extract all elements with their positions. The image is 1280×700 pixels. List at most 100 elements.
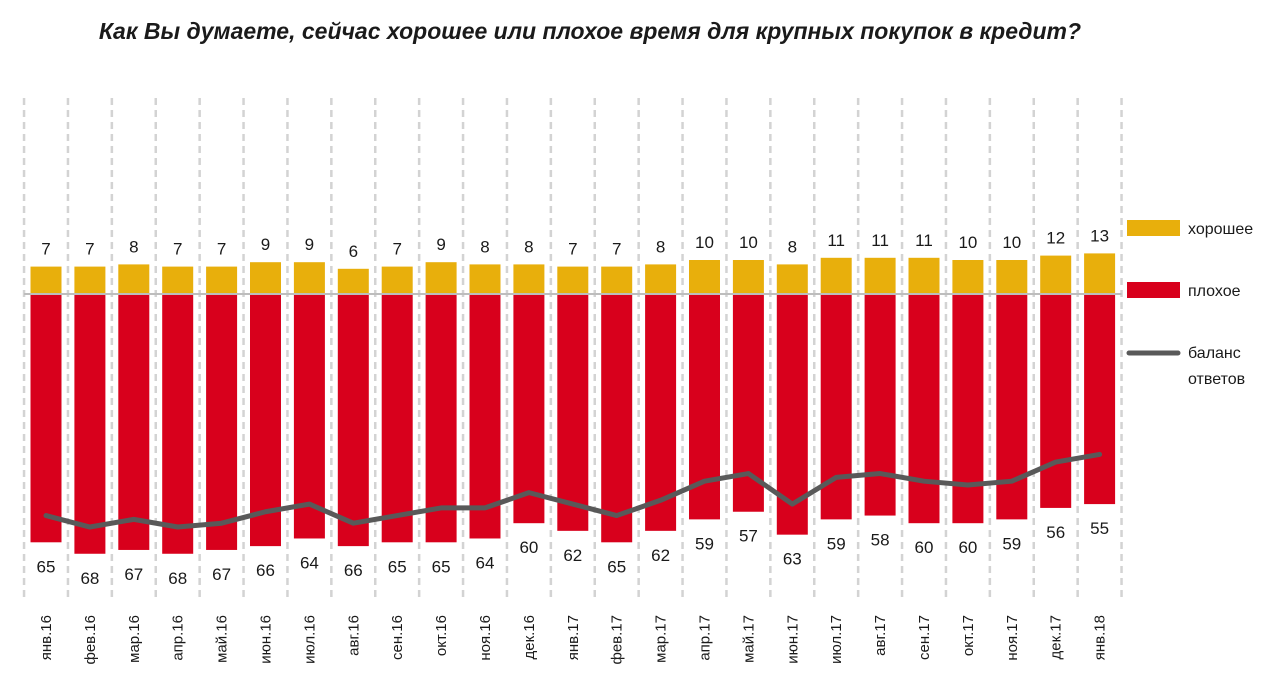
label-bad-май-16: 67 xyxy=(212,565,231,584)
bar-good-фев-17 xyxy=(601,266,633,294)
legend: хорошее плохое баланс ответов xyxy=(1126,220,1253,388)
bar-good-авг-16 xyxy=(337,268,369,294)
label-bad-окт-16: 65 xyxy=(432,557,451,576)
label-bad-янв-17: 62 xyxy=(563,546,582,565)
label-good-янв-17: 7 xyxy=(568,240,577,259)
bar-good-окт-17 xyxy=(952,260,984,294)
label-good-сен-16: 7 xyxy=(392,240,401,259)
bar-good-июл-17 xyxy=(820,257,852,294)
bar-good-июл-16 xyxy=(293,262,325,294)
label-bad-дек-16: 60 xyxy=(519,538,538,557)
label-bad-авг-17: 58 xyxy=(871,531,890,550)
bar-bad-авг-17 xyxy=(864,294,896,516)
bar-good-май-17 xyxy=(732,260,764,294)
chart-title: Как Вы думаете, сейчас хорошее или плохо… xyxy=(98,18,1082,44)
tick-ноя-17: ноя.17 xyxy=(1004,615,1021,661)
tick-фев-17: фев.17 xyxy=(609,615,626,665)
bar-bad-июл-16 xyxy=(293,294,325,539)
label-good-сен-17: 11 xyxy=(915,231,933,250)
label-bad-ноя-16: 64 xyxy=(476,553,495,572)
bar-bad-дек-16 xyxy=(513,294,545,524)
tick-сен-16: сен.16 xyxy=(389,615,406,660)
label-bad-фев-17: 65 xyxy=(607,557,626,576)
label-good-авг-17: 11 xyxy=(871,231,889,250)
bar-good-июн-16 xyxy=(250,262,281,294)
bar-bad-июн-16 xyxy=(250,294,281,547)
bars xyxy=(30,253,1116,554)
bar-good-фев-16 xyxy=(74,266,106,294)
bar-bad-май-16 xyxy=(206,294,238,550)
tick-фев-16: фев.16 xyxy=(82,615,99,665)
x-axis-ticks: янв.16 фев.16 мар.16 апр.16 май.16 июн.16 июл.… xyxy=(38,615,1109,665)
bar-good-дек-16 xyxy=(513,264,545,294)
label-good-окт-16: 9 xyxy=(436,235,445,254)
label-good-янв-16: 7 xyxy=(41,240,50,259)
tick-авг-17: авг.17 xyxy=(872,615,889,656)
label-good-ноя-17: 10 xyxy=(1002,233,1021,252)
bar-good-окт-16 xyxy=(425,262,457,294)
bar-good-янв-17 xyxy=(557,266,589,294)
label-good-июн-16: 9 xyxy=(261,235,270,254)
label-good-янв-18: 13 xyxy=(1090,226,1109,245)
label-good-дек-16: 8 xyxy=(524,237,533,256)
tick-мар-16: мар.16 xyxy=(126,615,143,663)
bar-good-май-16 xyxy=(206,266,238,294)
legend-label-balance: баланс xyxy=(1188,345,1241,362)
label-good-апр-17: 10 xyxy=(695,233,714,252)
label-bad-июн-17: 63 xyxy=(783,550,802,569)
tick-июн-16: июн.16 xyxy=(258,615,275,664)
label-bad-апр-16: 68 xyxy=(168,569,187,588)
bar-bad-ноя-16 xyxy=(469,294,501,539)
value-labels: 7657688677687679669646667659658648607627… xyxy=(37,226,1110,587)
bar-good-дек-17 xyxy=(1040,255,1072,294)
label-bad-мар-17: 62 xyxy=(651,546,670,565)
tick-июл-17: июл.17 xyxy=(828,615,845,664)
label-bad-сен-17: 60 xyxy=(915,538,934,557)
bar-good-ноя-16 xyxy=(469,264,501,294)
tick-июн-17: июн.17 xyxy=(784,615,801,664)
bar-bad-окт-16 xyxy=(425,294,457,543)
bar-bad-авг-16 xyxy=(337,294,369,547)
label-bad-авг-16: 66 xyxy=(344,561,363,580)
bar-good-янв-16 xyxy=(30,266,62,294)
label-good-мар-17: 8 xyxy=(656,237,665,256)
label-bad-июл-16: 64 xyxy=(300,553,319,572)
bar-bad-ноя-17 xyxy=(996,294,1028,520)
bar-bad-янв-16 xyxy=(30,294,62,543)
label-bad-июл-17: 59 xyxy=(827,534,846,553)
balance-line xyxy=(43,451,1103,530)
bar-bad-фев-17 xyxy=(601,294,633,543)
label-bad-дек-17: 56 xyxy=(1046,523,1065,542)
label-good-май-16: 7 xyxy=(217,240,226,259)
bar-good-сен-16 xyxy=(381,266,413,294)
tick-дек-17: дек.17 xyxy=(1048,615,1065,660)
bar-good-июн-17 xyxy=(776,264,808,294)
bar-good-апр-16 xyxy=(162,266,194,294)
label-good-фев-16: 7 xyxy=(85,240,94,259)
label-bad-июн-16: 66 xyxy=(256,561,275,580)
tick-дек-16: дек.16 xyxy=(521,615,538,660)
tick-май-17: май.17 xyxy=(740,615,757,663)
label-good-апр-16: 7 xyxy=(173,240,182,259)
bar-good-ноя-17 xyxy=(996,260,1028,294)
bar-bad-янв-18 xyxy=(1084,294,1116,505)
label-bad-сен-16: 65 xyxy=(388,557,407,576)
tick-окт-16: окт.16 xyxy=(433,615,450,656)
bar-bad-мар-17 xyxy=(645,294,677,531)
bar-good-янв-18 xyxy=(1084,253,1116,294)
legend-label-good: хорошее xyxy=(1188,221,1253,238)
bar-bad-апр-16 xyxy=(162,294,194,554)
legend-label-balance: ответов xyxy=(1188,371,1245,388)
label-good-июл-16: 9 xyxy=(305,235,314,254)
label-bad-апр-17: 59 xyxy=(695,534,714,553)
label-good-авг-16: 6 xyxy=(349,242,358,261)
label-good-ноя-16: 8 xyxy=(480,237,489,256)
label-good-июн-17: 8 xyxy=(788,237,797,256)
tick-окт-17: окт.17 xyxy=(960,615,977,656)
tick-май-16: май.16 xyxy=(214,615,231,663)
label-bad-окт-17: 60 xyxy=(958,538,977,557)
tick-янв-18: янв.18 xyxy=(1092,615,1109,660)
label-bad-май-17: 57 xyxy=(739,527,758,546)
bar-good-мар-17 xyxy=(645,264,677,294)
legend-label-bad: плохое xyxy=(1188,283,1241,300)
